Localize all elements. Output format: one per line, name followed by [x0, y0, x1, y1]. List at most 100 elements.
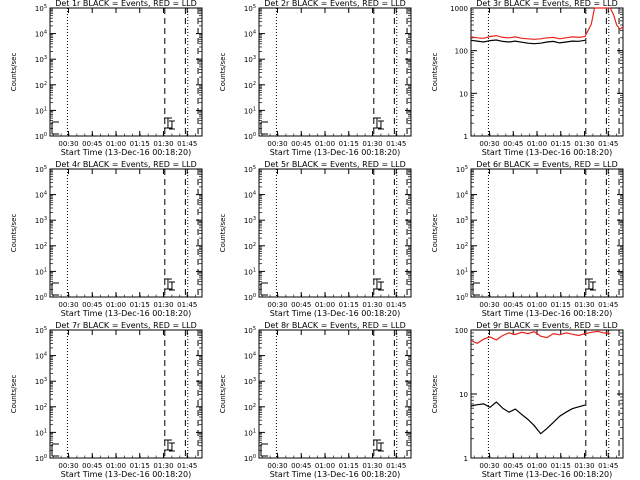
panel-det-4: Det 4r BLACK = Events, RED = LLD10010110…: [10, 160, 203, 318]
y-tick-label: 102: [244, 81, 256, 90]
x-tick-label: 01:45: [598, 301, 618, 309]
panel-det-2: Det 2r BLACK = Events, RED = LLD10010110…: [219, 0, 412, 157]
x-tick-label: 01:00: [315, 140, 335, 148]
error-bar-marker: [377, 281, 384, 291]
y-tick-label: 105: [244, 4, 256, 13]
y-tick-label: 101: [35, 267, 47, 276]
error-bar-marker: [163, 278, 172, 290]
y-tick-exponent: 3: [44, 55, 47, 61]
x-tick-label: 01:45: [177, 462, 197, 470]
error-bar-marker: [168, 120, 175, 130]
start-bracket-marker: [51, 443, 59, 457]
y-axis-label: Counts/sec: [10, 214, 18, 253]
y-tick-label: 103: [456, 216, 468, 225]
y-tick-exponent: 4: [253, 30, 256, 36]
y-tick-label: 104: [35, 30, 47, 39]
error-bar-marker: [589, 281, 596, 291]
x-tick-label: 01:15: [551, 301, 571, 309]
start-bracket-marker: [51, 282, 59, 296]
panel-det-5: Det 5r BLACK = Events, RED = LLD10010110…: [219, 160, 412, 318]
x-tick-label: 01:15: [339, 140, 359, 148]
y-tick-exponent: 5: [44, 4, 47, 10]
y-tick-label: 103: [35, 216, 47, 225]
x-tick-label: 01:45: [177, 140, 197, 148]
y-tick-label: 103: [244, 55, 256, 64]
error-bar-marker: [372, 117, 381, 129]
series-line-events: [470, 401, 586, 435]
panel-title: Det 1r BLACK = Events, RED = LLD: [55, 0, 197, 8]
y-tick-exponent: 0: [465, 293, 468, 299]
y-tick-label: 104: [244, 30, 256, 39]
y-tick-exponent: 4: [253, 191, 256, 197]
y-tick-label: 1000: [450, 5, 468, 13]
y-tick-label: 103: [244, 216, 256, 225]
x-tick-label: 00:30: [479, 301, 499, 309]
x-tick-label: 01:30: [362, 462, 382, 470]
plot-frame: [49, 329, 203, 459]
y-tick-exponent: 2: [44, 242, 47, 248]
x-tick-label: 01:00: [315, 462, 335, 470]
y-tick-exponent: 3: [44, 216, 47, 222]
error-bar-marker: [372, 278, 381, 290]
x-tick-label: 01:30: [574, 301, 594, 309]
x-tick-label: 01:30: [574, 462, 594, 470]
y-tick-exponent: 3: [253, 216, 256, 222]
x-axis-label: Start Time (13-Dec-16 00:18:20): [482, 309, 613, 318]
y-tick-exponent: 3: [44, 377, 47, 383]
x-axis-label: Start Time (13-Dec-16 00:18:20): [270, 309, 401, 318]
x-tick-label: 01:45: [386, 140, 406, 148]
x-tick-label: 00:45: [291, 462, 311, 470]
start-bracket-marker: [260, 121, 268, 135]
x-tick-label: 01:00: [106, 462, 126, 470]
y-tick-exponent: 5: [465, 165, 468, 171]
x-axis-label: Start Time (13-Dec-16 00:18:20): [482, 470, 613, 479]
plot-frame: [470, 7, 624, 137]
x-tick-label: 01:15: [130, 462, 150, 470]
x-tick-label: 01:15: [130, 301, 150, 309]
y-tick-label: 102: [35, 81, 47, 90]
y-tick-label: 101: [35, 106, 47, 115]
x-tick-label: 01:45: [598, 462, 618, 470]
y-tick-exponent: 2: [253, 403, 256, 409]
panel-det-8: Det 8r BLACK = Events, RED = LLD10010110…: [219, 321, 412, 479]
y-tick-label: 105: [244, 165, 256, 174]
y-tick-exponent: 4: [253, 352, 256, 358]
error-bar-marker: [163, 439, 172, 451]
y-tick-exponent: 4: [44, 191, 47, 197]
y-tick-label: 102: [35, 403, 47, 412]
x-tick-label: 00:45: [82, 140, 102, 148]
y-tick-label: 101: [35, 428, 47, 437]
plot-frame: [258, 7, 412, 137]
error-bar-marker: [163, 117, 172, 129]
x-axis-label: Start Time (13-Dec-16 00:18:20): [61, 309, 192, 318]
x-tick-label: 01:30: [153, 462, 173, 470]
y-tick-exponent: 2: [44, 81, 47, 87]
error-bar-marker: [584, 278, 593, 290]
y-tick-exponent: 0: [44, 454, 47, 460]
x-tick-label: 01:45: [386, 301, 406, 309]
y-axis-label: Counts/sec: [219, 375, 227, 414]
x-tick-label: 00:30: [479, 140, 499, 148]
y-tick-label: 104: [244, 191, 256, 200]
start-bracket-marker: [472, 282, 480, 296]
y-tick-exponent: 1: [44, 106, 47, 112]
x-tick-label: 01:15: [339, 462, 359, 470]
plot-frame: [258, 329, 412, 459]
y-axis-label: Counts/sec: [10, 53, 18, 92]
x-tick-label: 01:45: [177, 301, 197, 309]
x-tick-label: 01:00: [527, 462, 547, 470]
x-tick-label: 00:30: [58, 140, 78, 148]
error-bar-marker: [168, 442, 175, 452]
y-tick-label: 105: [244, 326, 256, 335]
x-tick-label: 00:45: [291, 301, 311, 309]
y-tick-label: 105: [456, 165, 468, 174]
y-tick-exponent: 5: [253, 165, 256, 171]
x-tick-label: 01:45: [386, 462, 406, 470]
series-line-lld: [470, 330, 611, 344]
panel-det-9: Det 9r BLACK = Events, RED = LLD 1 10 100 00…: [431, 321, 624, 479]
y-tick-exponent: 3: [465, 216, 468, 222]
x-tick-label: 01:30: [153, 301, 173, 309]
y-tick-label: 103: [244, 377, 256, 386]
y-tick-label: 102: [244, 403, 256, 412]
x-tick-label: 01:15: [551, 140, 571, 148]
